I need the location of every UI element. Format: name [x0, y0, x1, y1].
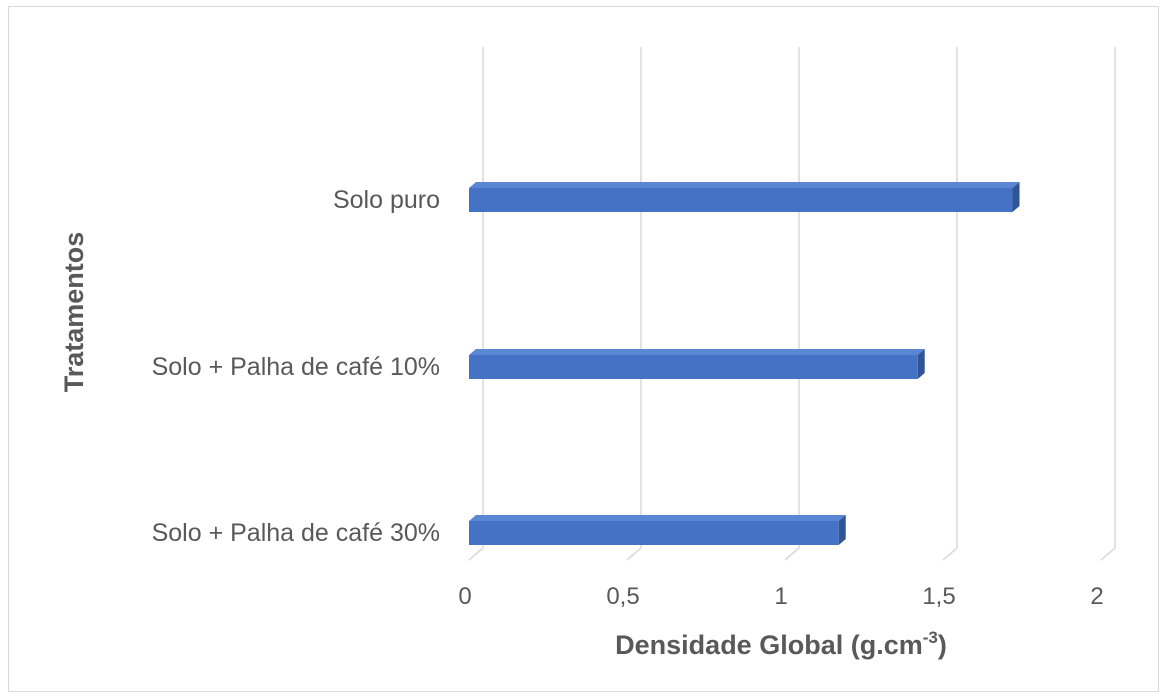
gridline-floor-3 [942, 547, 958, 561]
gridline-floor-1 [626, 547, 642, 561]
bars [469, 182, 1020, 545]
y-axis-categories: Solo puro Solo + Palha de café 10% Solo + … [152, 186, 440, 547]
bar-2 [469, 515, 846, 545]
bar-top-face [469, 349, 925, 355]
x-tick-label-4: 2 [1090, 583, 1103, 610]
bar-top-face [469, 515, 846, 521]
bar-side-face [838, 515, 846, 545]
x-axis-ticks: 0 0,5 1 1,5 2 [458, 583, 1103, 610]
category-label-0: Solo puro [333, 186, 440, 214]
category-label-1: Solo + Palha de café 10% [152, 353, 440, 381]
gridline-floor-4 [1100, 547, 1116, 561]
x-tick-label-3: 1,5 [922, 583, 955, 610]
bar-front-face [469, 355, 918, 379]
category-label-2: Solo + Palha de café 30% [152, 519, 440, 547]
x-axis-title: Densidade Global (g.cm-3) [615, 628, 947, 660]
bar-front-face [469, 188, 1013, 212]
bar-top-face [469, 182, 1020, 188]
bar-1 [469, 349, 925, 379]
gridline-floor-2 [784, 547, 800, 561]
x-axis-title-main: Densidade Global (g.cm [615, 630, 923, 660]
y-axis-title: Tratamentos [59, 232, 89, 393]
bar-0 [469, 182, 1020, 212]
x-axis-title-close: ) [938, 630, 947, 660]
x-tick-label-2: 1 [774, 583, 787, 610]
bar-side-face [1012, 182, 1020, 212]
x-tick-label-1: 0,5 [606, 583, 639, 610]
gridlines [468, 47, 1116, 561]
x-axis-title-superscript: -3 [923, 628, 938, 647]
bar-side-face [917, 349, 925, 379]
x-tick-label-0: 0 [458, 583, 471, 610]
bar-front-face [469, 521, 839, 545]
gridline-floor-0 [468, 547, 484, 561]
